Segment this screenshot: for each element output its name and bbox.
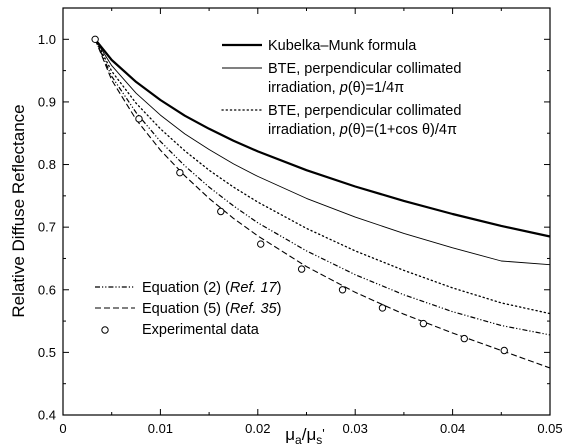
experimental-data-point (419, 319, 428, 328)
experimental-data-point (135, 115, 143, 123)
x-tick-label: 0.04 (440, 421, 465, 436)
experimental-data-point (217, 207, 225, 216)
legend-label-segment: ) (277, 301, 282, 317)
legend-label: irradiation, p(θ)=(1+cos θ)/4π (268, 122, 457, 138)
series-line-3 (94, 38, 551, 315)
legend-label: Kubelka–Munk formula (268, 38, 417, 54)
series-line-1 (94, 38, 551, 238)
y-tick-label: 1.0 (38, 32, 56, 47)
x-axis-title-numerator-symbol: μ (285, 425, 295, 444)
series-line-2 (94, 39, 551, 266)
legend-top: Kubelka–Munk formula BTE, perpendicular c… (221, 38, 461, 138)
y-tick-label: 0.7 (38, 220, 56, 235)
y-tick-label: 0.5 (38, 345, 56, 360)
legend-label-segment: Kubelka–Munk formula (268, 38, 417, 54)
legend-label-segment: ) (277, 280, 282, 296)
legend-bottom: Equation (2) (Ref. 17)Equation (5) (Ref.… (95, 280, 281, 338)
legend-label: Equation (5) (Ref. 35) (142, 301, 281, 317)
x-axis-title-prime: ' (322, 426, 324, 441)
y-tick-label: 0.8 (38, 157, 56, 172)
experimental-data-point (338, 286, 347, 294)
legend-label: BTE, perpendicular collimated (268, 61, 461, 77)
x-tick-label: 0 (59, 421, 66, 436)
x-tick-label: 0.01 (148, 421, 173, 436)
y-tick-label: 0.6 (38, 282, 56, 297)
legend-label-segment: irradiation, (268, 80, 340, 96)
legend-label: BTE, perpendicular collimated (268, 103, 461, 119)
legend-label-segment: Equation (5) ( (142, 301, 230, 317)
experimental-data-point (257, 240, 265, 248)
legend-label-segment: BTE, perpendicular collimated (268, 61, 461, 77)
legend-marker-circle (101, 326, 109, 334)
experimental-data-point (460, 334, 468, 343)
x-tick-label: 0.05 (537, 421, 562, 436)
legend-label-segment: BTE, perpendicular collimated (268, 103, 461, 119)
legend-label-segment: Equation (2) ( (142, 280, 230, 296)
data-series (91, 35, 551, 369)
axis-ticks: 0 0.01 0.02 0.03 0.04 0.05 0.4 0.5 0.6 0.7 0.8 0.9 1… (38, 8, 563, 436)
legend-label-segment: Experimental data (142, 322, 260, 338)
legend-label: irradiation, p(θ)=1/4π (268, 80, 404, 96)
legend-label-segment: (θ)=(1+cos θ)/4π (348, 122, 457, 138)
legend-label-segment: irradiation, (268, 122, 340, 138)
x-tick-label: 0.03 (343, 421, 368, 436)
x-tick-label: 0.02 (245, 421, 270, 436)
legend-label-segment: (θ)=1/4π (348, 80, 404, 96)
experimental-data-point (378, 304, 387, 312)
experimental-data-point (176, 168, 184, 177)
legend-label-segment: p (339, 80, 348, 96)
experimental-data-point (297, 265, 306, 273)
legend-label-segment: Ref. 17 (230, 280, 278, 296)
x-axis-title: μa/μs' (285, 425, 325, 444)
x-axis-title-numerator-sub: a (295, 433, 302, 444)
y-axis-title: Relative Diffuse Reflectance (9, 104, 28, 317)
x-axis-title-slash: /μ (302, 425, 317, 444)
experimental-data-point (91, 35, 99, 44)
legend-label-segment: p (339, 122, 348, 138)
y-tick-label: 0.9 (38, 94, 56, 109)
experimental-data-point (500, 346, 508, 355)
legend-label-segment: Ref. 35 (230, 301, 278, 317)
series-line-5 (94, 39, 551, 369)
y-tick-label: 0.4 (38, 408, 56, 423)
legend-label: Equation (2) (Ref. 17) (142, 280, 281, 296)
x-axis-title-denominator-sub: s (316, 433, 322, 444)
legend-label: Experimental data (142, 322, 260, 338)
